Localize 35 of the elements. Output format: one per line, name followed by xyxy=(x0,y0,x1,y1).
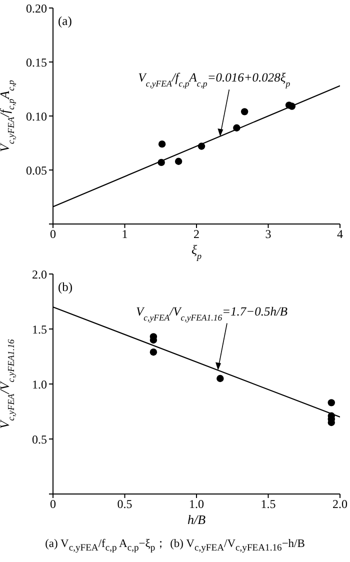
point xyxy=(233,124,240,132)
point xyxy=(158,140,166,148)
y-tick-label: 0.5 xyxy=(32,432,47,446)
point xyxy=(198,142,206,150)
x-tick-label: 0.5 xyxy=(117,497,132,511)
point xyxy=(174,158,182,165)
x-tick-label: 0 xyxy=(50,227,56,241)
y-tick-label: 0.10 xyxy=(26,109,47,124)
x-tick-label: 2 xyxy=(194,227,200,241)
x-tick-label: 1 xyxy=(122,227,128,241)
x-tick-label: 1.5 xyxy=(260,497,276,511)
y-tick-label: 0.20 xyxy=(26,1,47,16)
x-tick-label: 4 xyxy=(337,227,343,241)
y-tick-label: 1.5 xyxy=(32,322,47,336)
x-axis-title: ξ$_{p}$ xyxy=(191,242,202,261)
x-axis-title: h/B xyxy=(187,512,206,527)
x-tick-label: 3 xyxy=(265,227,272,241)
x-tick-label: 2.0 xyxy=(332,497,348,511)
y-tick-label: 1.0 xyxy=(32,377,47,392)
y-tick-label: 0.15 xyxy=(26,55,47,70)
y-tick-label: 0.05 xyxy=(26,163,47,178)
point xyxy=(150,348,158,356)
y-tick-label: 2.0 xyxy=(32,267,47,282)
point xyxy=(158,158,165,166)
point xyxy=(216,374,224,382)
annotation: (b) xyxy=(58,280,73,294)
x-tick-label: 1.0 xyxy=(189,497,204,511)
annotation: (a) xyxy=(58,14,72,28)
point xyxy=(240,108,248,116)
text: (a) V$_{c,yFEA}$/f$_{c,p}$ A$_{c,p}$−ξ$_{p}$； (b) V$_{c,yFEA}$/V$_{c,yFEA1.16}$−h/B xyxy=(45,538,305,554)
x-tick-label: 0 xyxy=(50,497,56,511)
point xyxy=(328,399,335,406)
point xyxy=(288,102,296,110)
annotation: V$_{c,yFEA}$/V$_{c,yFEA1.16}$=1.7−0.5h/B xyxy=(136,304,288,322)
annotation: V$_{c,yFEA}$/f$_{c,p}$A$_{c,p}$=0.016+0.028ξ$_{p}$ xyxy=(138,70,291,89)
